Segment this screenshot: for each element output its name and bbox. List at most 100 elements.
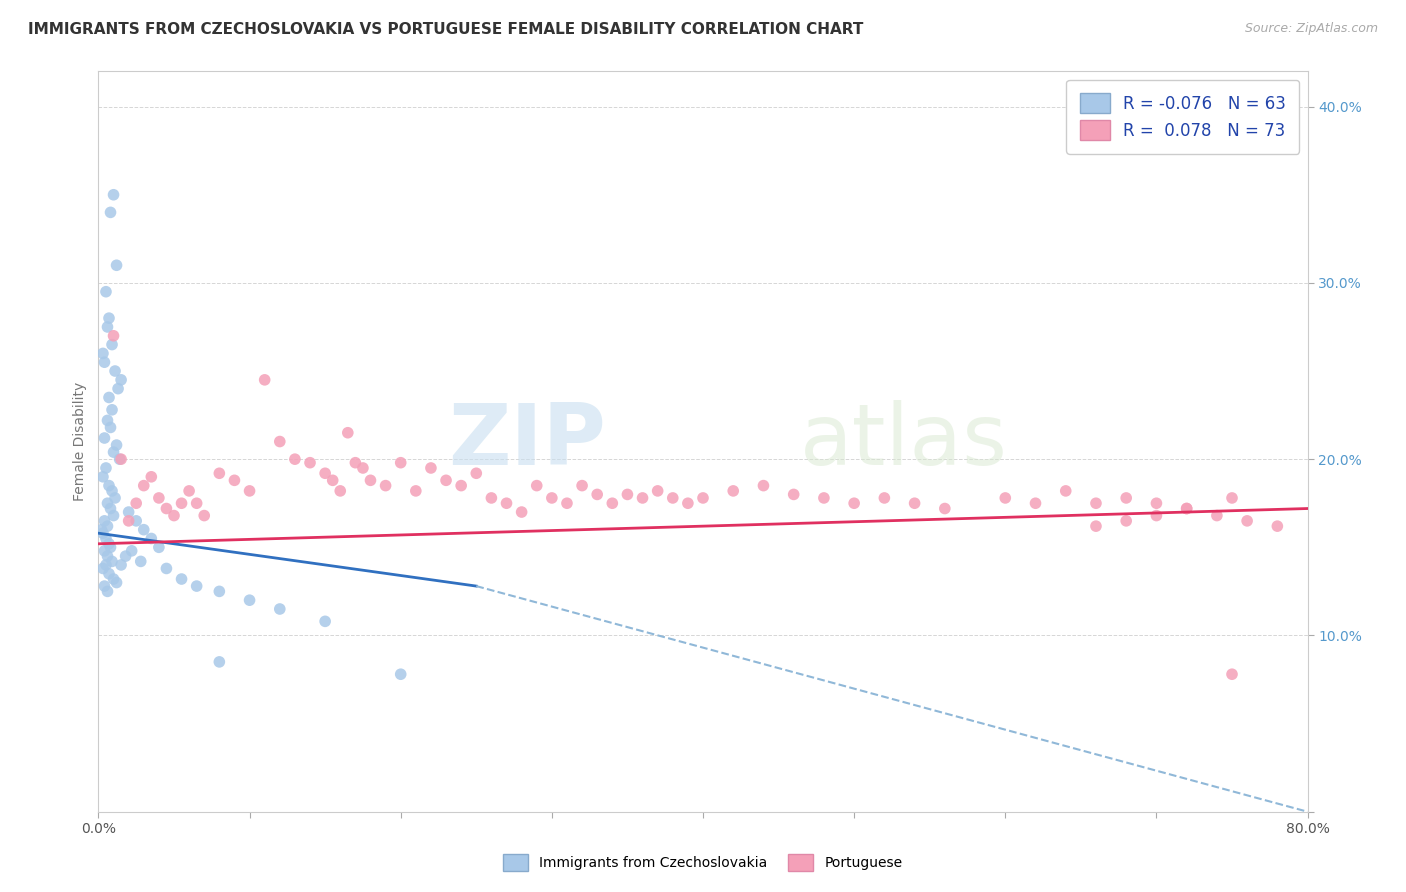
Point	[170, 496, 193, 510]
Point	[101, 402, 124, 417]
Point	[647, 483, 669, 498]
Point	[1220, 667, 1243, 681]
Point	[132, 523, 155, 537]
Point	[1267, 519, 1289, 533]
Point	[873, 491, 896, 505]
Point	[93, 544, 115, 558]
Point	[93, 514, 115, 528]
Point	[132, 478, 155, 492]
Point	[94, 461, 117, 475]
Point	[314, 467, 336, 481]
Point	[1206, 508, 1229, 523]
Point	[96, 549, 118, 563]
Point	[98, 566, 121, 581]
Point	[1085, 519, 1108, 533]
Point	[179, 483, 201, 498]
Legend: R = -0.076   N = 63, R =  0.078   N = 73: R = -0.076 N = 63, R = 0.078 N = 73	[1066, 79, 1299, 153]
Point	[360, 473, 382, 487]
Point	[104, 364, 127, 378]
Point	[110, 373, 132, 387]
Point	[1024, 496, 1046, 510]
Point	[110, 558, 132, 572]
Point	[555, 496, 578, 510]
Point	[1175, 501, 1198, 516]
Point	[91, 470, 114, 484]
Point	[389, 667, 412, 681]
Point	[904, 496, 927, 510]
Point	[314, 615, 336, 629]
Point	[374, 478, 396, 492]
Point	[269, 434, 291, 449]
Point	[105, 438, 128, 452]
Text: Source: ZipAtlas.com: Source: ZipAtlas.com	[1244, 22, 1378, 36]
Point	[104, 491, 127, 505]
Legend: Immigrants from Czechoslovakia, Portuguese: Immigrants from Czechoslovakia, Portugue…	[498, 848, 908, 876]
Point	[96, 413, 118, 427]
Point	[284, 452, 307, 467]
Point	[107, 382, 129, 396]
Point	[94, 558, 117, 572]
Point	[186, 579, 208, 593]
Point	[103, 508, 125, 523]
Point	[994, 491, 1017, 505]
Point	[103, 445, 125, 459]
Point	[752, 478, 775, 492]
Point	[208, 584, 231, 599]
Point	[723, 483, 745, 498]
Point	[118, 505, 141, 519]
Point	[141, 532, 163, 546]
Point	[1085, 496, 1108, 510]
Point	[98, 537, 121, 551]
Y-axis label: Female Disability: Female Disability	[73, 382, 87, 501]
Point	[208, 655, 231, 669]
Point	[352, 461, 374, 475]
Point	[101, 337, 124, 351]
Point	[420, 461, 443, 475]
Point	[148, 491, 170, 505]
Point	[336, 425, 359, 440]
Text: ZIP: ZIP	[449, 400, 606, 483]
Point	[96, 584, 118, 599]
Point	[193, 508, 215, 523]
Point	[329, 483, 352, 498]
Point	[269, 602, 291, 616]
Point	[571, 478, 593, 492]
Point	[93, 579, 115, 593]
Point	[125, 514, 148, 528]
Point	[224, 473, 246, 487]
Point	[100, 205, 122, 219]
Point	[155, 501, 177, 516]
Point	[676, 496, 699, 510]
Point	[813, 491, 835, 505]
Point	[450, 478, 472, 492]
Point	[100, 541, 122, 555]
Point	[125, 496, 148, 510]
Point	[1144, 508, 1167, 523]
Point	[344, 456, 367, 470]
Point	[96, 496, 118, 510]
Point	[103, 187, 125, 202]
Point	[91, 561, 114, 575]
Point	[163, 508, 186, 523]
Point	[661, 491, 683, 505]
Point	[98, 391, 121, 405]
Point	[96, 519, 118, 533]
Point	[783, 487, 806, 501]
Point	[586, 487, 609, 501]
Point	[129, 554, 152, 568]
Point	[434, 473, 457, 487]
Point	[322, 473, 344, 487]
Point	[481, 491, 503, 505]
Point	[155, 561, 177, 575]
Point	[94, 285, 117, 299]
Point	[91, 526, 114, 541]
Point	[934, 501, 956, 516]
Point	[1115, 491, 1137, 505]
Point	[98, 478, 121, 492]
Point	[93, 355, 115, 369]
Point	[510, 505, 533, 519]
Point	[114, 549, 136, 563]
Point	[105, 258, 128, 272]
Point	[141, 470, 163, 484]
Point	[148, 541, 170, 555]
